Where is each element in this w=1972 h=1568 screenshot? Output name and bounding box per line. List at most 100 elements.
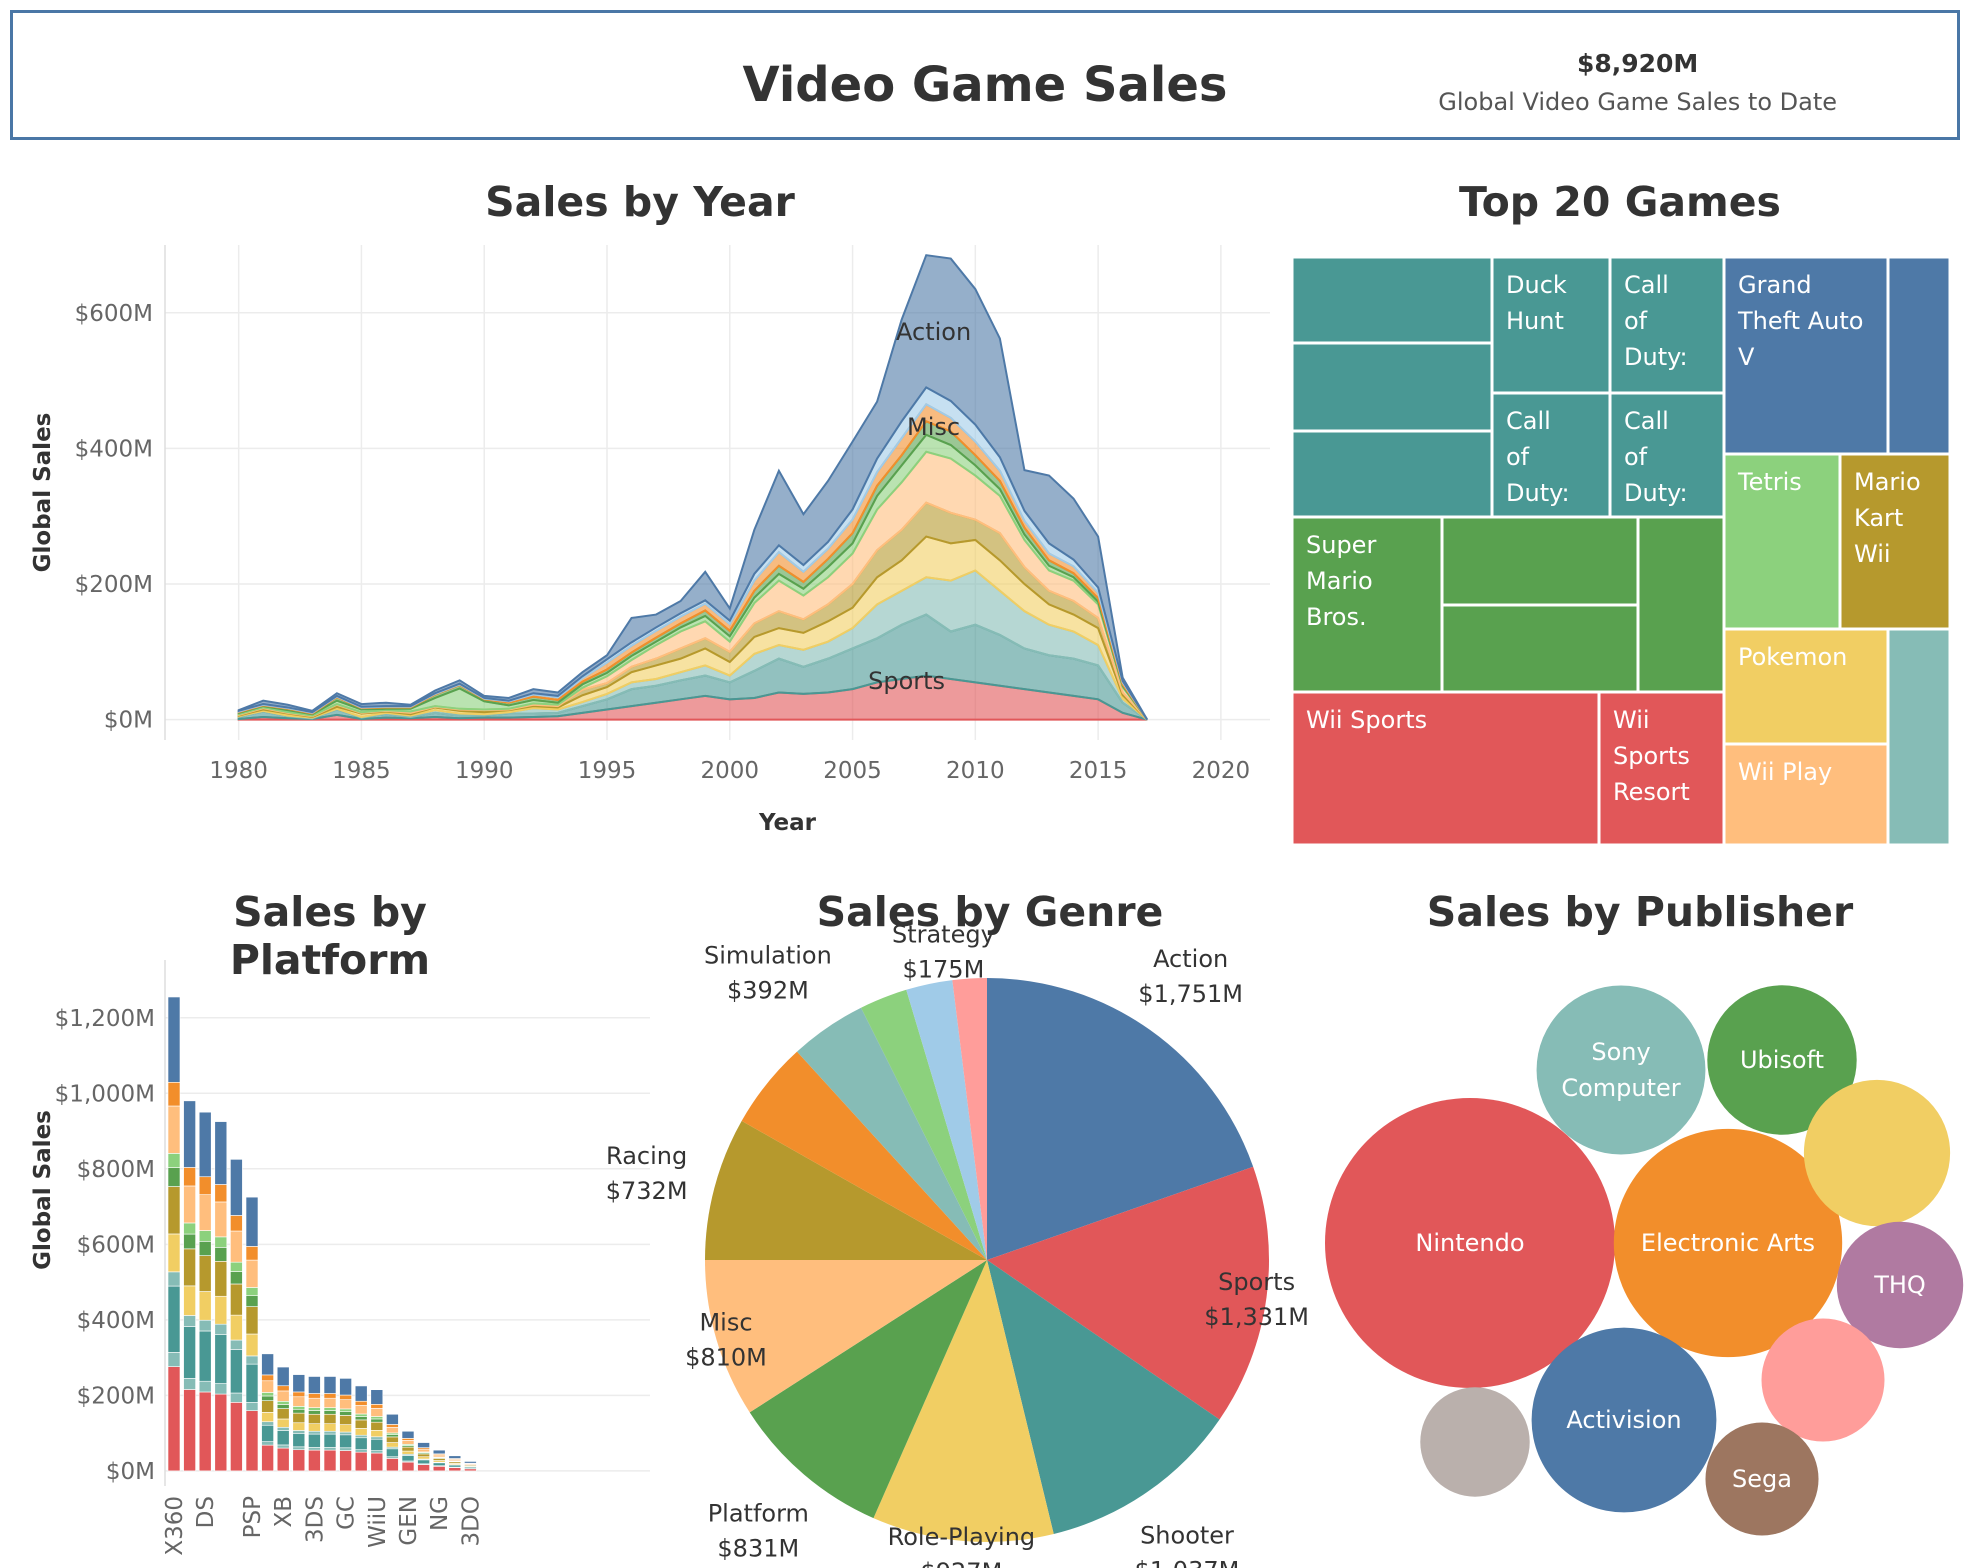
platform-bar-segment-10-6 (308, 1413, 321, 1424)
platform-bar-segment-15-7 (386, 1434, 399, 1438)
y-tick-label: $1,200M (55, 1006, 155, 1032)
sales-by-publisher-bubbles[interactable]: Nintendo Electronic Arts Activision Sony Com… (1325, 985, 1964, 1536)
platform-bar-segment-15-5 (386, 1442, 399, 1448)
platform-bar-segment-18-11 (432, 1449, 446, 1455)
platform-bar-segment-17-5 (417, 1456, 430, 1460)
platform-bar-segment-8-8 (276, 1401, 290, 1405)
platform-bar-segment-5-5 (230, 1314, 243, 1341)
platform-bar-segment-13-7 (354, 1416, 368, 1421)
treemap-cell-4 (1490, 255, 1612, 395)
y-tick-label: $200M (75, 572, 153, 598)
platform-bar-segment-10-11 (308, 1376, 321, 1394)
pie-value-action: $1,751M (1138, 980, 1243, 1008)
platform-bar-segment-8-6 (276, 1408, 290, 1420)
platform-bar-segment-16-11 (401, 1430, 415, 1439)
platform-bar-segment-3-5 (198, 1291, 212, 1321)
x-tick-label-ng: NG (427, 1496, 453, 1531)
treemap-label-grand-theft-auto-v: V (1738, 343, 1755, 371)
pie-label-racing: Racing (606, 1142, 687, 1170)
sales-by-genre-pie[interactable]: Action $1,751M Sports $1,331M Shooter $1,037M… (606, 921, 1309, 1568)
treemap-cell-12 (1440, 603, 1640, 694)
publisher-bubble-sega (1705, 1422, 1819, 1536)
platform-bar-segment-6-8 (245, 1287, 259, 1296)
platform-bar-segment-8-5 (276, 1418, 290, 1428)
platform-bar-segment-11-6 (323, 1413, 337, 1424)
platform-bar-segment-12-9 (339, 1399, 352, 1410)
platform-bar-segment-2-5 (183, 1285, 196, 1316)
platform-bar-segment-5-10 (230, 1215, 243, 1232)
platform-bar-segment-3-9 (198, 1194, 212, 1231)
platform-bar-segment-7-4 (261, 1421, 274, 1426)
pie-value-sports: $1,331M (1204, 1303, 1309, 1331)
platform-bar-segment-11-7 (323, 1410, 337, 1415)
top20-games-treemap[interactable]: Duck Hunt Call of Duty: Call of Duty: Call of Duty… (1290, 255, 1952, 847)
platform-bar-segment-3-11 (198, 1111, 212, 1178)
pie-label-role-playing: Role-Playing (888, 1523, 1036, 1551)
platform-bar-segment-12-10 (339, 1394, 352, 1400)
treemap-label-super-mario-bros: Mario (1306, 567, 1373, 595)
y-tick-label: $200M (77, 1383, 155, 1409)
pie-value-role-playing: $927M (921, 1558, 1003, 1568)
platform-bar-segment-6-7 (245, 1295, 259, 1307)
platform-bar-segment-9-10 (292, 1391, 306, 1398)
platform-bar-segment-1-6 (167, 1186, 181, 1235)
platform-bar-segment-14-7 (370, 1418, 384, 1423)
y-tick-label: $800M (77, 1157, 155, 1183)
platform-bar-segment-1-11 (167, 996, 181, 1083)
treemap-cell-20 (1886, 627, 1952, 847)
platform-bar-segment-15-10 (386, 1424, 399, 1428)
x-tick-label-x360: X360 (162, 1496, 188, 1556)
treemap-label-wii-sports-resort: Wii (1613, 706, 1650, 734)
platform-bar-segment-14-8 (370, 1416, 384, 1420)
y-axis-title: Global Sales (30, 413, 56, 573)
platform-bar-segment-14-11 (370, 1389, 384, 1405)
platform-bar-segment-8-1 (276, 1447, 290, 1472)
sales-by-platform-chart[interactable]: $0M $200M $400M $600M $800M $1,000M $1,200M Glo… (30, 960, 650, 1556)
platform-bar-segment-8-11 (276, 1366, 290, 1387)
publisher-bubble-thq (1836, 1221, 1964, 1349)
platform-bar-segment-11-11 (323, 1376, 337, 1394)
platform-bar-segment-13-1 (354, 1451, 368, 1472)
platform-bar-segment-14-5 (370, 1430, 384, 1438)
bubble-label-nintendo: Nintendo (1415, 1229, 1524, 1257)
treemap-label-duck-hunt: Hunt (1506, 307, 1564, 335)
sales-by-year-chart[interactable]: 1980 1985 1990 1995 2000 2005 2010 2015 2020 $0M $… (30, 245, 1270, 836)
platform-bar-segment-6-9 (245, 1259, 259, 1288)
platform-bar-segment-14-2 (370, 1450, 384, 1454)
treemap-label-wii-sports-resort: Resort (1613, 778, 1690, 806)
platform-bar-segment-3-4 (198, 1319, 212, 1332)
treemap-label-grand-theft-auto-v: Grand (1738, 271, 1812, 299)
treemap-label-call-of-duty: Call (1506, 407, 1551, 435)
x-tick-label-gen: GEN (396, 1496, 422, 1546)
pie-slice-role-playing (873, 1260, 1054, 1542)
sales-by-year-title: Sales by Year (485, 178, 795, 226)
platform-bar-segment-1-5 (167, 1233, 181, 1273)
platform-bar-segment-13-9 (354, 1405, 368, 1415)
platform-bar-segment-9-4 (292, 1430, 306, 1434)
platform-bar-segment-19-3 (448, 1464, 462, 1468)
platform-bar-segment-5-1 (230, 1402, 243, 1472)
platform-bar-segment-3-8 (198, 1230, 212, 1242)
platform-bar-segment-10-4 (308, 1430, 321, 1435)
platform-bar-segment-16-3 (401, 1455, 415, 1462)
platform-bar-segment-13-3 (354, 1437, 368, 1450)
area-label-misc: Misc (907, 413, 960, 441)
platform-bar-segment-14-10 (370, 1404, 384, 1409)
platform-bar-segment-5-11 (230, 1159, 243, 1216)
x-tick-label-psp: PSP (240, 1496, 266, 1538)
platform-bar-segment-20-1 (464, 1468, 477, 1472)
bubble-label-sega: Sega (1732, 1465, 1792, 1493)
platform-bar-segment-4-2 (214, 1383, 228, 1395)
platform-bar-segment-13-4 (354, 1434, 368, 1439)
platform-bar-segment-14-1 (370, 1452, 384, 1472)
platform-bar-segment-11-3 (323, 1433, 337, 1448)
platform-bar-segment-8-4 (276, 1426, 290, 1431)
platform-bar-segment-4-10 (214, 1184, 228, 1203)
platform-bar-segment-14-9 (370, 1408, 384, 1417)
platform-bar-segment-13-2 (354, 1449, 368, 1453)
kpi-global-sales: $8,920M Global Video Game Sales to Date (1438, 49, 1837, 116)
platform-bar-segment-8-3 (276, 1430, 290, 1446)
treemap-cell-18 (1722, 627, 1890, 746)
platform-bar-segment-5-9 (230, 1230, 243, 1263)
x-tick-label: 2005 (823, 758, 882, 784)
